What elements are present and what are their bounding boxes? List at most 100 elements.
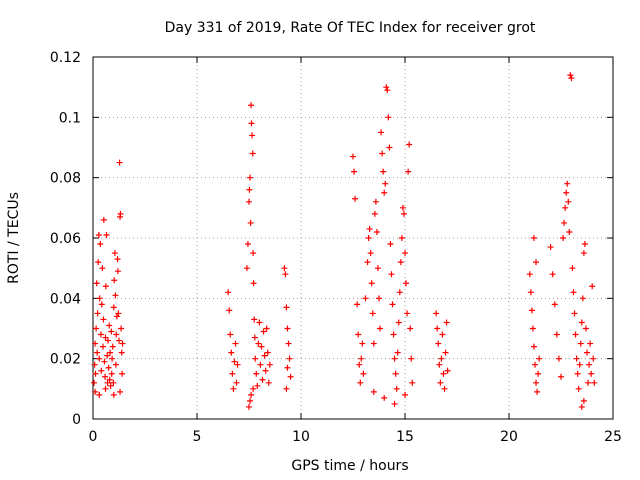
data-point-marker [405,168,412,175]
data-point-marker [588,370,595,377]
data-point-marker [247,219,254,226]
data-point-marker [385,114,392,121]
data-point-marker [251,334,258,341]
data-point-marker [96,391,103,398]
data-point-marker [576,361,583,368]
data-point-marker [281,265,288,272]
data-point-marker [94,310,101,317]
data-point-marker [113,313,120,320]
data-point-marker [113,331,120,338]
grid-lines [93,57,613,419]
data-point-marker [402,250,408,257]
data-point-marker [382,180,389,187]
data-point-marker [285,340,292,347]
data-point-marker [527,289,534,296]
data-point-marker [526,271,533,278]
x-axis-label: GPS time / hours [291,458,408,474]
y-axis-label: ROTI / TECUs [6,192,22,284]
data-point-marker [589,283,596,290]
data-point-marker [377,325,384,332]
data-point-marker [257,361,264,368]
data-point-marker [110,304,117,311]
data-point-marker [287,373,294,380]
data-point-marker [440,370,447,377]
data-point-marker [117,210,124,217]
data-point-marker [230,385,237,392]
data-point-marker [535,370,542,377]
data-point-marker [99,265,106,272]
data-point-marker [99,343,106,350]
data-point-marker [585,379,592,386]
data-point-marker [246,186,253,193]
data-point-marker [530,235,537,241]
data-point-marker [438,355,445,362]
data-point-marker [227,331,234,338]
data-point-marker [362,295,369,302]
data-point-marker [381,189,388,196]
data-point-marker [249,132,256,139]
data-point-marker [228,349,235,356]
data-point-marker [580,250,587,257]
data-point-marker [283,385,290,392]
data-point-marker [551,301,558,308]
data-point-marker [530,343,537,350]
data-point-marker [404,310,411,317]
data-point-marker [553,331,560,338]
data-point-marker [398,235,405,241]
data-point-marker [373,228,380,235]
data-point-marker [106,322,113,329]
data-point-marker [253,370,260,377]
data-point-marker [561,219,568,226]
data-point-marker [534,388,541,395]
data-point-marker [532,361,538,368]
data-point-marker [102,283,109,290]
data-point-marker [578,319,585,326]
data-point-marker [249,150,256,157]
data-points [91,72,598,410]
data-point-marker [577,340,584,347]
data-point-marker [533,379,540,386]
data-point-marker [250,250,257,257]
data-point-marker [247,397,254,404]
data-point-marker [265,379,272,386]
data-point-marker [248,120,255,127]
data-point-marker [119,340,126,347]
data-point-marker [367,250,374,257]
data-point-marker [107,382,114,389]
data-point-marker [564,180,571,187]
x-tick-label: 10 [292,429,310,445]
data-point-marker [376,295,382,302]
data-point-marker [359,340,366,347]
data-point-marker [579,295,586,302]
data-point-marker [436,361,443,368]
data-point-marker [391,400,398,407]
data-point-marker [400,210,407,217]
data-point-marker [233,379,240,386]
data-point-marker [391,355,398,362]
data-point-marker [251,316,258,323]
data-point-marker [399,204,406,211]
data-point-marker [92,388,99,395]
data-point-marker [108,370,115,377]
data-point-marker [114,256,121,263]
data-point-marker [94,349,101,356]
data-point-marker [119,370,126,377]
data-point-marker [243,265,250,272]
data-point-marker [578,403,585,410]
data-point-marker [571,310,578,317]
data-point-marker [558,373,564,380]
data-point-marker [371,210,378,217]
data-point-marker [574,370,581,377]
data-point-marker [102,373,109,380]
data-point-marker [104,337,111,344]
data-point-marker [441,385,448,392]
data-point-marker [562,204,569,211]
data-point-marker [569,265,576,272]
data-point-marker [250,385,257,392]
data-point-marker [98,301,105,308]
data-point-marker [118,349,125,356]
data-point-marker [408,355,415,362]
data-point-marker [384,87,391,94]
y-tick-label: 0 [72,412,81,428]
